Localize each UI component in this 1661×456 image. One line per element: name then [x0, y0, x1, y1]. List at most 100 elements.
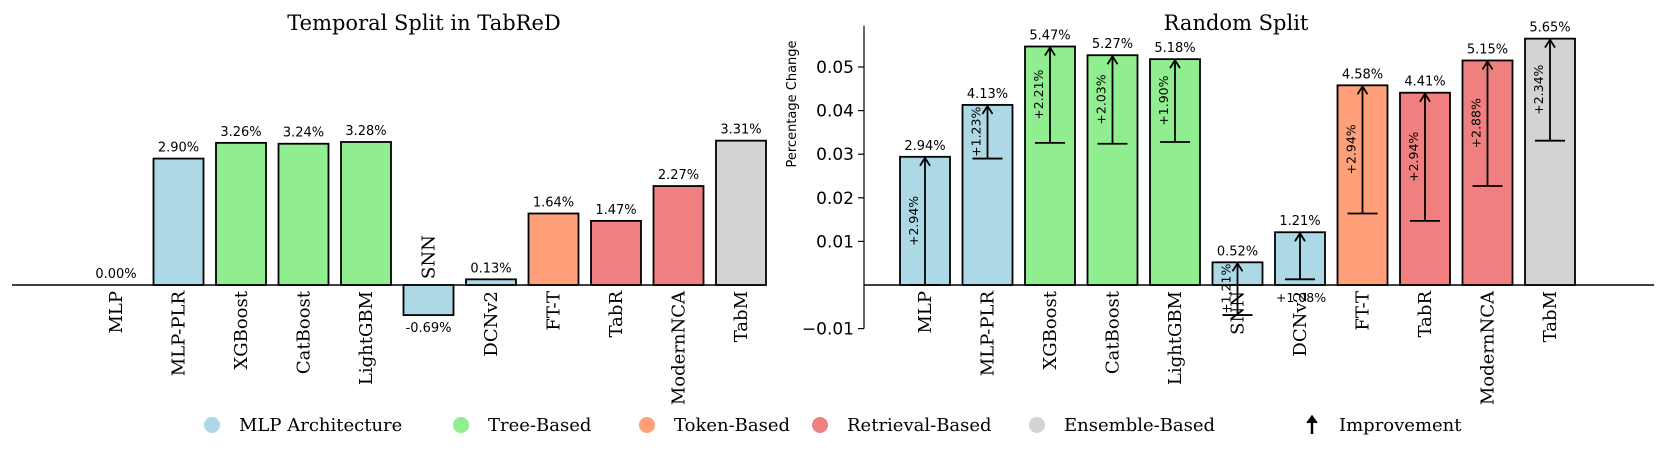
bar-modernnca: [652, 185, 705, 286]
category-label-modernnca: ModernNCA: [1478, 290, 1499, 405]
data-label-xgboost: 3.26%: [220, 125, 261, 140]
data-label-mlp-plr: 2.90%: [158, 141, 199, 156]
data-label-modernnca: 2.27%: [658, 168, 699, 183]
data-label-dcnv2: 0.13%: [470, 261, 511, 276]
improvement-label-snn: +1.21%: [1219, 263, 1234, 313]
y-tick-label: −0.01: [802, 320, 854, 340]
data-label-dcnv2: 1.21%: [1279, 214, 1320, 229]
data-label-xgboost: 5.47%: [1029, 29, 1070, 44]
category-label-snn: SNN: [419, 235, 440, 279]
category-label-catboost: CatBoost: [294, 290, 315, 374]
legend-label-improvement: Improvement: [1339, 415, 1462, 436]
temporal-split-chart: 0.00% MLP 2.90% MLP-PLR 3.26% XGBoost 3.24% Cat…: [12, 123, 767, 405]
category-label-ft-t: FT-T: [1353, 291, 1374, 331]
legend: MLP Architecture Tree-Based Token-Based Ret…: [204, 414, 1462, 436]
y-tick-label: 0.03: [816, 145, 854, 165]
data-label-snn: -0.69%: [406, 321, 452, 336]
improvement-label-dcnv2: +1.08%: [1276, 290, 1326, 305]
category-label-lightgbm: LightGBM: [1165, 291, 1186, 385]
data-label-mlp: 2.94%: [904, 139, 945, 154]
bar-snn: [402, 284, 455, 316]
improvement-arrowhead-mlp: [919, 156, 931, 167]
category-label-tabm: TabM: [731, 291, 752, 342]
data-label-snn: 0.52%: [1217, 244, 1258, 259]
category-label-tabr: TabR: [606, 291, 627, 338]
legend-marker-mlp-architecture: [204, 417, 220, 433]
improvement-arrowhead-ft-t: [1356, 84, 1369, 95]
improvement-arrowhead-snn: [1231, 261, 1244, 272]
legend-label-mlp-architecture: MLP Architecture: [239, 415, 402, 436]
category-label-mlp: MLP: [915, 291, 936, 334]
data-label-tabr: 1.47%: [595, 203, 636, 218]
improvement-label-mlp-plr: +1.23%: [969, 107, 984, 157]
data-label-ft-t: 1.64%: [533, 195, 574, 210]
chart-title-temporal: Temporal Split in TabReD: [287, 11, 560, 35]
improvement-label-lightgbm: +1.90%: [1156, 75, 1171, 125]
y-tick-label: 0.01: [816, 232, 854, 252]
legend-label-tree-based: Tree-Based: [488, 415, 591, 436]
bar-lightgbm: [340, 141, 392, 286]
improvement-arrowhead-lightgbm: [1169, 58, 1181, 69]
data-label-catboost: 3.24%: [283, 126, 324, 141]
category-label-mlp-plr: MLP-PLR: [169, 291, 190, 377]
category-label-xgboost: XGBoost: [231, 290, 252, 369]
bar-dcnv2: [465, 278, 517, 286]
category-label-xgboost: XGBoost: [1040, 290, 1061, 369]
legend-label-retrieval-based: Retrieval-Based: [847, 415, 992, 436]
category-label-dcnv2: DCNv2: [481, 291, 502, 357]
category-label-ft-t: FT-T: [544, 291, 565, 331]
category-label-mlp: MLP: [106, 291, 127, 334]
data-label-tabr: 4.41%: [1404, 75, 1445, 90]
random-split-chart: −0.01 0.01 0.02 0.03 0.04 0.05 Percentage Chan…: [785, 21, 1654, 405]
improvement-arrowhead-mlp-plr: [981, 104, 994, 115]
improvement-label-tabm: +2.34%: [1531, 64, 1546, 114]
data-label-catboost: 5.27%: [1092, 37, 1133, 52]
bar-tabm: [715, 139, 767, 286]
bar-xgboost: [215, 141, 267, 286]
improvement-label-ft-t: +2.94%: [1344, 124, 1359, 174]
improvement-label-catboost: +2.03%: [1094, 74, 1109, 124]
y-axis-label: Percentage Change: [785, 40, 800, 167]
bar-catboost: [277, 142, 330, 286]
improvement-arrowhead-tabr: [1419, 92, 1431, 103]
data-label-lightgbm: 5.18%: [1154, 41, 1195, 56]
improvement-arrowhead-catboost: [1106, 54, 1119, 65]
category-label-dcnv2: DCNv2: [1290, 291, 1311, 357]
y-tick-label: 0.05: [816, 58, 854, 78]
bar-mlp-plr: [152, 157, 205, 286]
legend-marker-tree-based: [453, 417, 469, 433]
legend-label-ensemble-based: Ensemble-Based: [1064, 415, 1215, 436]
chart-title-random: Random Split: [1164, 11, 1309, 35]
improvement-arrowhead-tabm: [1544, 37, 1556, 49]
improvement-arrowhead-modernnca: [1481, 59, 1494, 70]
data-label-mlp-plr: 4.13%: [967, 87, 1008, 102]
improvement-label-modernnca: +2.88%: [1469, 98, 1484, 148]
legend-marker-token-based: [639, 417, 655, 433]
category-label-tabr: TabR: [1415, 291, 1436, 338]
improvement-label-tabr: +2.94%: [1406, 132, 1421, 182]
category-label-tabm: TabM: [1540, 291, 1561, 342]
category-label-lightgbm: LightGBM: [356, 291, 377, 385]
legend-arrowhead-improvement: [1306, 414, 1318, 424]
category-label-mlp-plr: MLP-PLR: [978, 291, 999, 377]
y-tick-label: 0.02: [816, 189, 854, 209]
legend-label-token-based: Token-Based: [674, 415, 790, 436]
y-tick-label: 0.04: [816, 102, 854, 122]
improvement-arrowhead-dcnv2: [1294, 231, 1306, 242]
legend-marker-retrieval-based: [812, 417, 828, 433]
data-label-tabm: 3.31%: [720, 123, 761, 138]
data-label-lightgbm: 3.28%: [345, 124, 386, 139]
data-label-mlp: 0.00%: [95, 267, 136, 282]
legend-marker-ensemble-based: [1029, 417, 1045, 433]
improvement-label-mlp: +2.94%: [906, 196, 921, 246]
data-label-ft-t: 4.58%: [1342, 67, 1383, 82]
bar-tabr: [590, 220, 642, 286]
category-label-modernnca: ModernNCA: [669, 290, 690, 405]
data-label-tabm: 5.65%: [1529, 21, 1570, 36]
data-label-modernnca: 5.15%: [1467, 42, 1508, 57]
improvement-label-xgboost: +2.21%: [1031, 69, 1046, 119]
category-label-catboost: CatBoost: [1103, 290, 1124, 374]
bar-ft-t: [527, 212, 580, 286]
improvement-arrowhead-xgboost: [1044, 45, 1056, 56]
